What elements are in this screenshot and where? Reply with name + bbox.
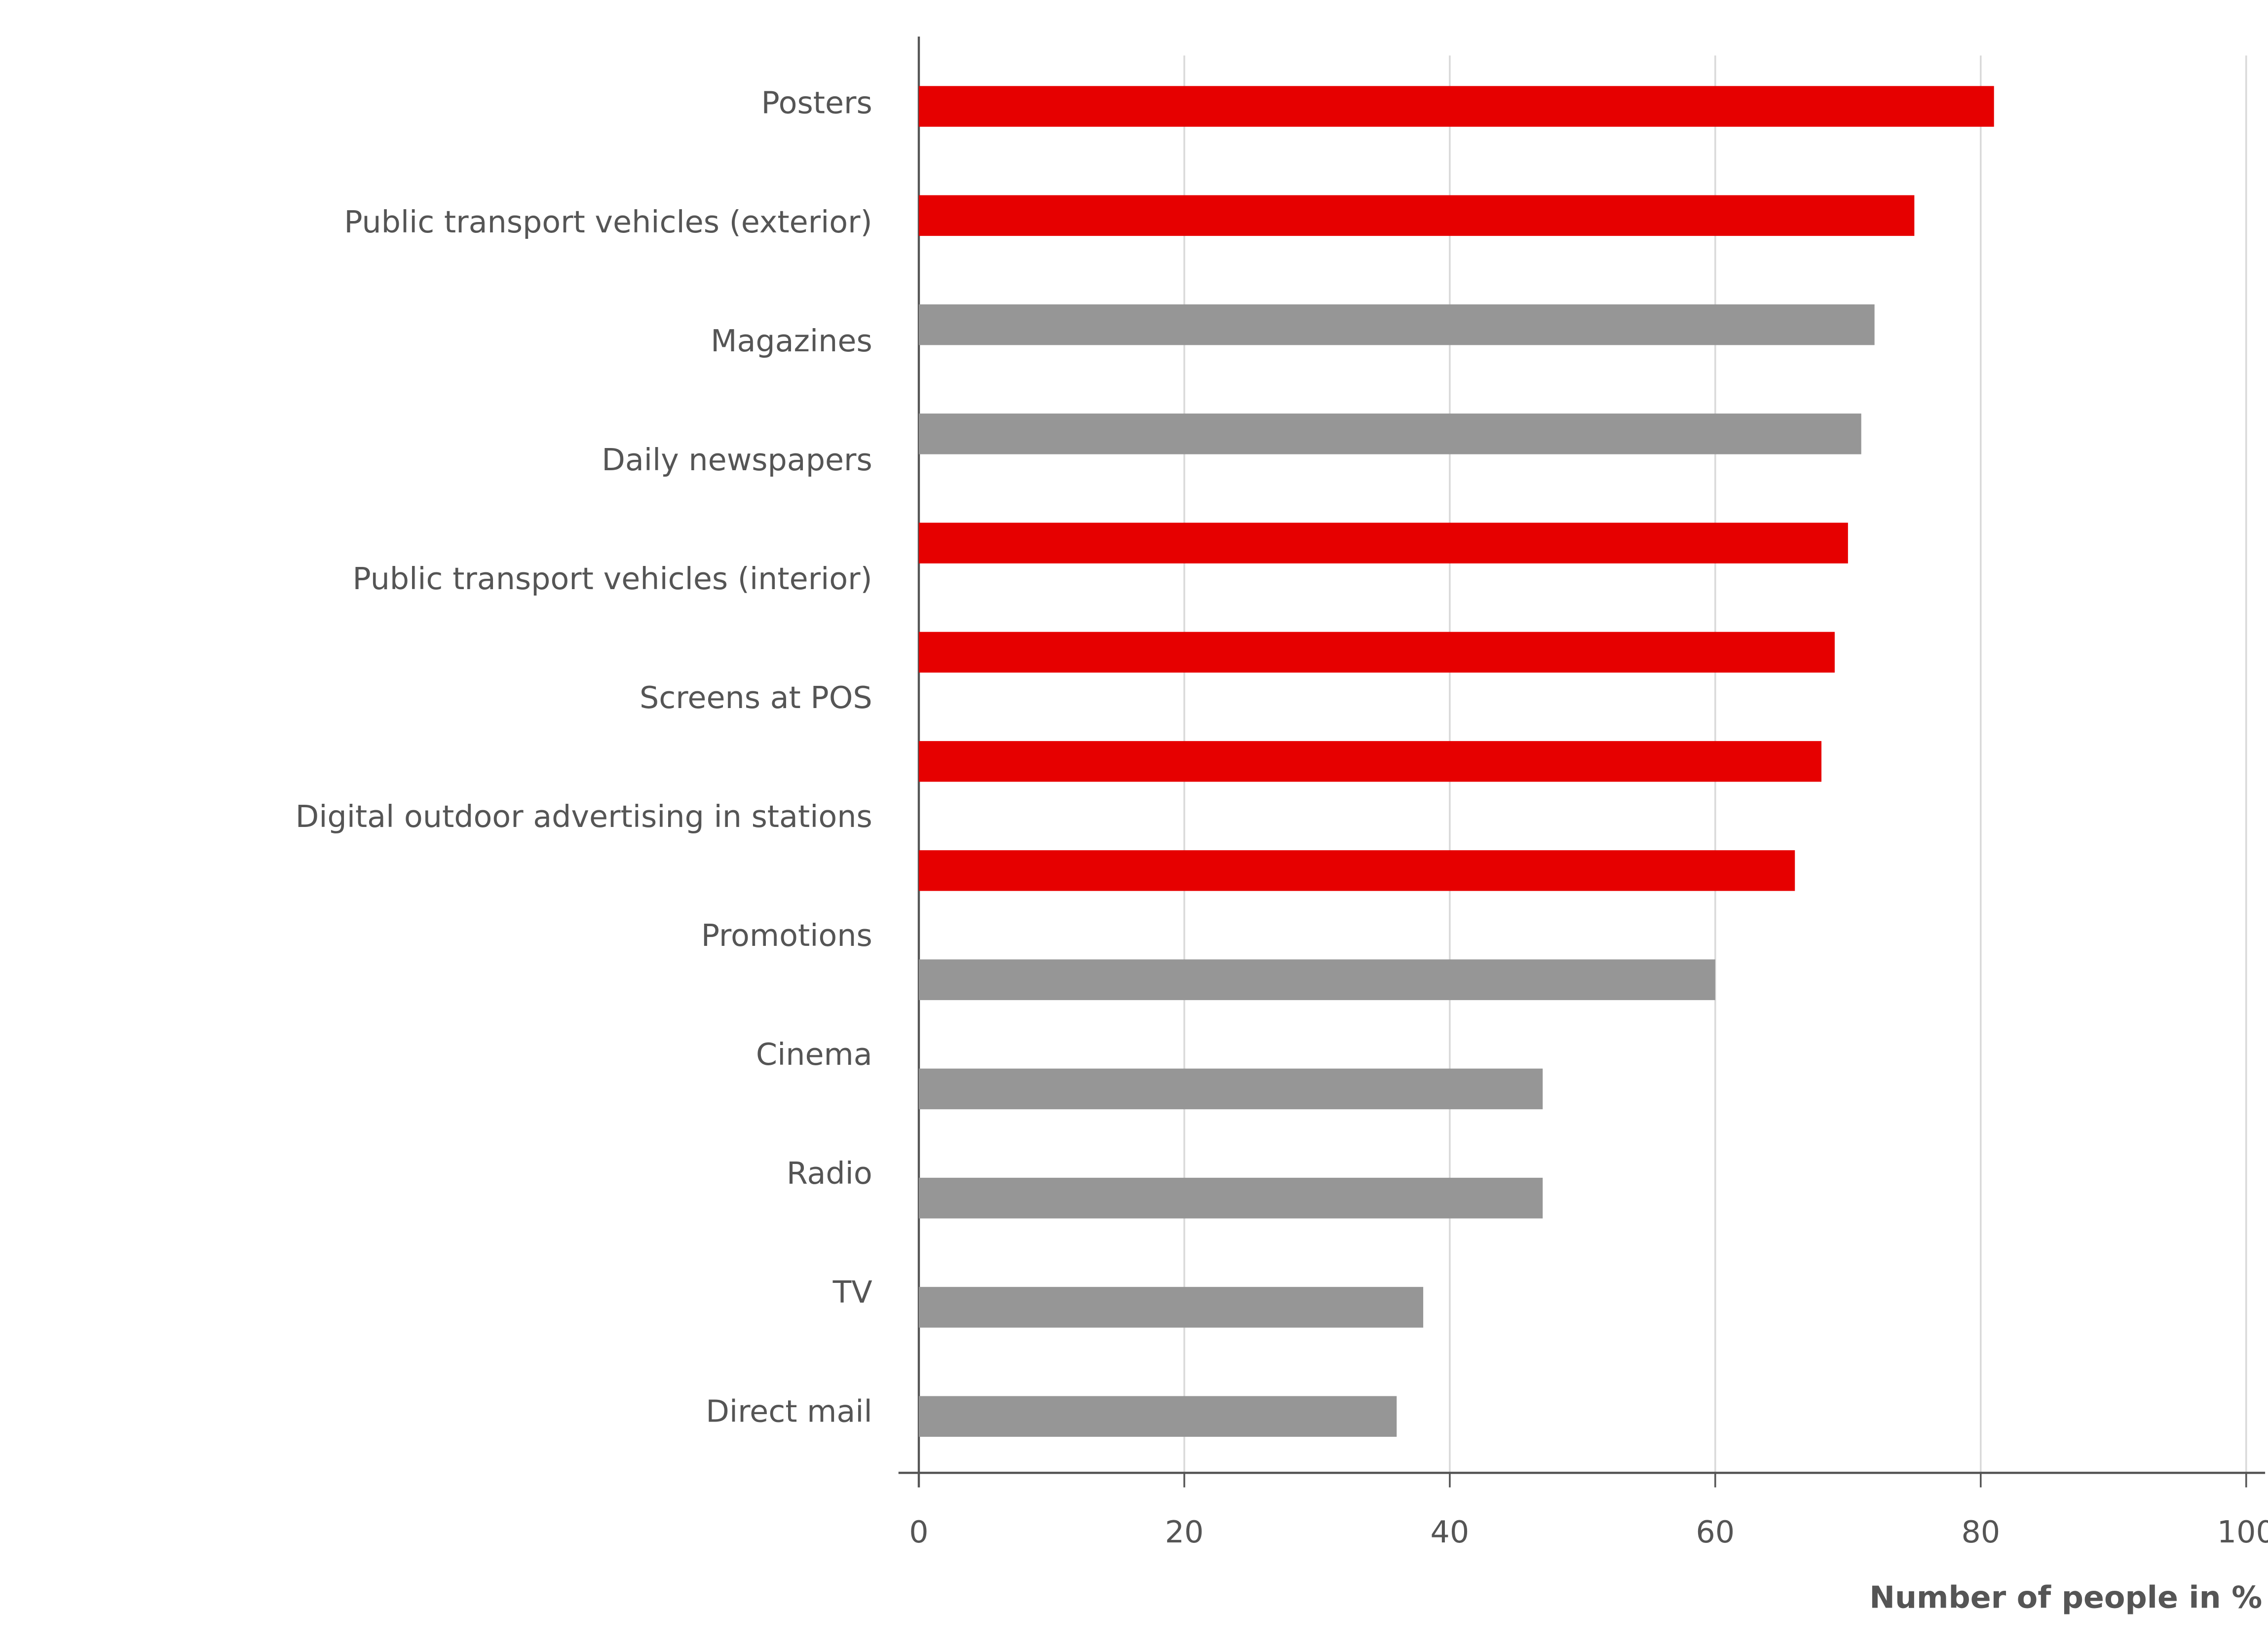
x-tick-label: 40 — [1431, 1514, 1470, 1550]
y-tick-label: Promotions — [701, 918, 872, 953]
x-tick-label: 100 — [2217, 1514, 2268, 1550]
y-tick-label: Digital outdoor advertising in stations — [296, 799, 872, 834]
y-tick-label: Screens at POS — [640, 680, 872, 715]
bar — [918, 1287, 1424, 1328]
bar — [918, 86, 1994, 127]
bar — [918, 959, 1715, 1000]
bar — [918, 632, 1835, 673]
bar — [918, 1068, 1543, 1110]
x-tick-label: 20 — [1165, 1514, 1204, 1550]
y-tick-label: Direct mail — [706, 1393, 872, 1429]
y-tick-label: Daily newspapers — [602, 442, 872, 478]
y-tick-label: Public transport vehicles (exterior) — [344, 204, 872, 240]
bar — [918, 1396, 1397, 1437]
x-tick-label: 80 — [1961, 1514, 2000, 1550]
bar — [918, 195, 1915, 236]
y-tick-label: TV — [832, 1274, 872, 1310]
y-tick-label: Radio — [787, 1156, 872, 1191]
bar — [918, 413, 1861, 454]
y-tick-label: Magazines — [711, 323, 872, 359]
x-tick-label: 60 — [1696, 1514, 1735, 1550]
bar — [918, 850, 1795, 891]
y-tick-label: Posters — [761, 85, 872, 121]
y-tick-label: Cinema — [756, 1037, 872, 1072]
bar — [918, 741, 1822, 782]
bar — [918, 1177, 1543, 1219]
bar — [918, 304, 1875, 345]
x-axis-title: Number of people in % — [1869, 1579, 2262, 1615]
bar — [918, 523, 1848, 563]
y-tick-label: Public transport vehicles (interior) — [352, 561, 872, 597]
x-tick-label: 0 — [909, 1514, 928, 1550]
